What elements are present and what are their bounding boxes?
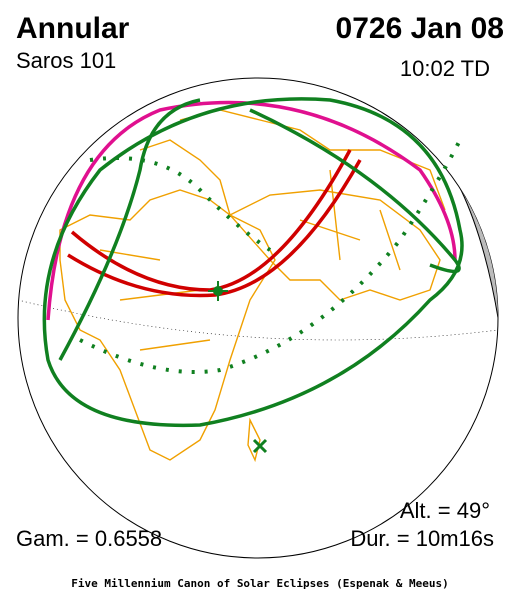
midday-curve [89, 156, 272, 252]
greatest-eclipse [208, 281, 228, 301]
subsolar-marker [252, 438, 268, 454]
altitude: Alt. = 49° [400, 498, 490, 523]
globe [17, 77, 499, 559]
land-outlines [59, 109, 446, 463]
eclipse-type: Annular [16, 12, 130, 45]
penumbral-outline [42, 97, 464, 428]
credit: Five Millennium Canon of Solar Eclipses … [71, 577, 449, 590]
annular-limit-north [70, 149, 352, 292]
gamma: Gam. = 0.6558 [16, 526, 162, 551]
rise-set-curve [58, 98, 201, 361]
eclipse-date: 0726 Jan 08 [336, 12, 504, 45]
saros: Saros 101 [16, 48, 116, 73]
duration: Dur. = 10m16s [350, 526, 494, 551]
rise-set-curve [249, 108, 461, 274]
time: 10:02 TD [400, 56, 490, 81]
